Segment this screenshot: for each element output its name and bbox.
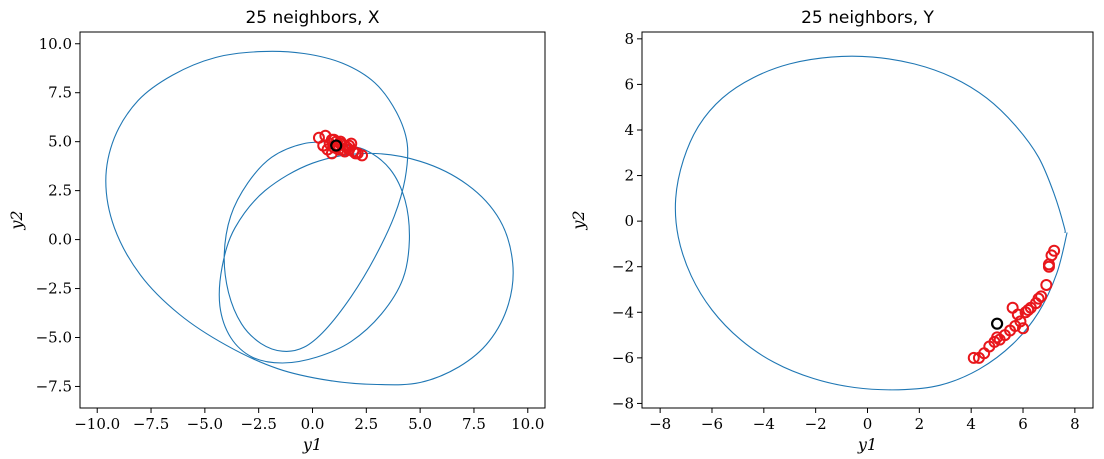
plot-area xyxy=(105,50,514,386)
neighbor-point xyxy=(967,351,980,364)
y-tick-label: 10.0 xyxy=(39,35,72,53)
y-tick-label: 0.0 xyxy=(48,231,72,249)
x-tick-label: −5.0 xyxy=(187,415,223,433)
y-tick-label: −2.5 xyxy=(36,280,72,298)
x-tick-label: 2 xyxy=(915,415,925,433)
plot-area xyxy=(674,55,1068,391)
neighbor-point xyxy=(349,147,362,160)
panel-left: −10.0 −7.5 −5.0 −2.5 0.0 2.5 5.0 7.5 10.0 −7.5 −5.… xyxy=(7,8,546,454)
chart-title: 25 neighbors, Y xyxy=(801,8,934,28)
x-tick-label: 5.0 xyxy=(408,415,432,433)
x-tick-label: 0 xyxy=(863,415,873,433)
axes-frame xyxy=(79,31,546,409)
query-point xyxy=(330,139,343,152)
y-tick-label: 5.0 xyxy=(48,133,72,151)
x-tick-label: −7.5 xyxy=(133,415,169,433)
y-axis-label: y2 xyxy=(569,210,588,230)
x-tick-label: −10.0 xyxy=(74,415,120,433)
x-tick-label: −4 xyxy=(753,415,775,433)
neighbor-point xyxy=(1006,301,1019,314)
x-axis-label: y1 xyxy=(857,435,877,454)
y-tick-label: −5.0 xyxy=(36,329,72,347)
x-tick-label: 2.5 xyxy=(354,415,378,433)
neighbor-point xyxy=(1040,278,1053,291)
x-tick-label: −6 xyxy=(701,415,723,433)
x-tick-label: 4 xyxy=(966,415,976,433)
y-tick-label: 0 xyxy=(624,212,634,230)
neighbor-point xyxy=(1042,260,1055,273)
x-tick-label: −8 xyxy=(649,415,671,433)
y-tick-label: 7.5 xyxy=(48,84,72,102)
x-tick-label: 6 xyxy=(1018,415,1028,433)
neighbor-point xyxy=(991,331,1004,344)
x-tick-label: 7.5 xyxy=(462,415,486,433)
neighbor-point xyxy=(1022,304,1035,317)
neighbor-point xyxy=(1032,292,1045,305)
trajectory-line xyxy=(105,50,514,386)
neighbor-point xyxy=(345,137,358,150)
x-tick-label: 8 xyxy=(1070,415,1080,433)
chart-title: 25 neighbors, X xyxy=(245,8,379,28)
y-tick-label: −7.5 xyxy=(36,377,72,395)
axes-frame xyxy=(641,31,1094,409)
y-tick-label: −6 xyxy=(612,349,634,367)
neighbor-point xyxy=(356,149,369,162)
y-tick-label: 6 xyxy=(624,75,634,93)
y-tick-label: −2 xyxy=(612,258,634,276)
neighbor-point xyxy=(343,139,356,152)
y-tick-label: 4 xyxy=(624,121,634,139)
y-tick-label: 8 xyxy=(624,30,634,48)
x-tick-label: 10.0 xyxy=(511,415,544,433)
neighbor-point xyxy=(1019,306,1032,319)
panel-right: −8 −6 −4 −2 0 2 4 6 8 −8 −6 −4 −2 0 2 4 6 8 25 neighbors, … xyxy=(569,8,1094,454)
neighbor-point xyxy=(972,351,985,364)
x-axis-label: y1 xyxy=(302,435,322,454)
x-tick-label: −2.5 xyxy=(240,415,276,433)
y-tick-label: 2 xyxy=(624,167,634,185)
y-tick-label: −4 xyxy=(612,303,634,321)
x-tick-label: 0.0 xyxy=(301,415,325,433)
y-tick-label: 2.5 xyxy=(48,182,72,200)
neighbor-point xyxy=(1017,322,1030,335)
neighbor-point xyxy=(328,133,341,146)
y-tick-label: −8 xyxy=(612,394,634,412)
trajectory-line xyxy=(674,55,1068,391)
x-tick-label: −2 xyxy=(805,415,827,433)
y-axis-label: y2 xyxy=(7,210,26,230)
query-point xyxy=(990,317,1004,330)
